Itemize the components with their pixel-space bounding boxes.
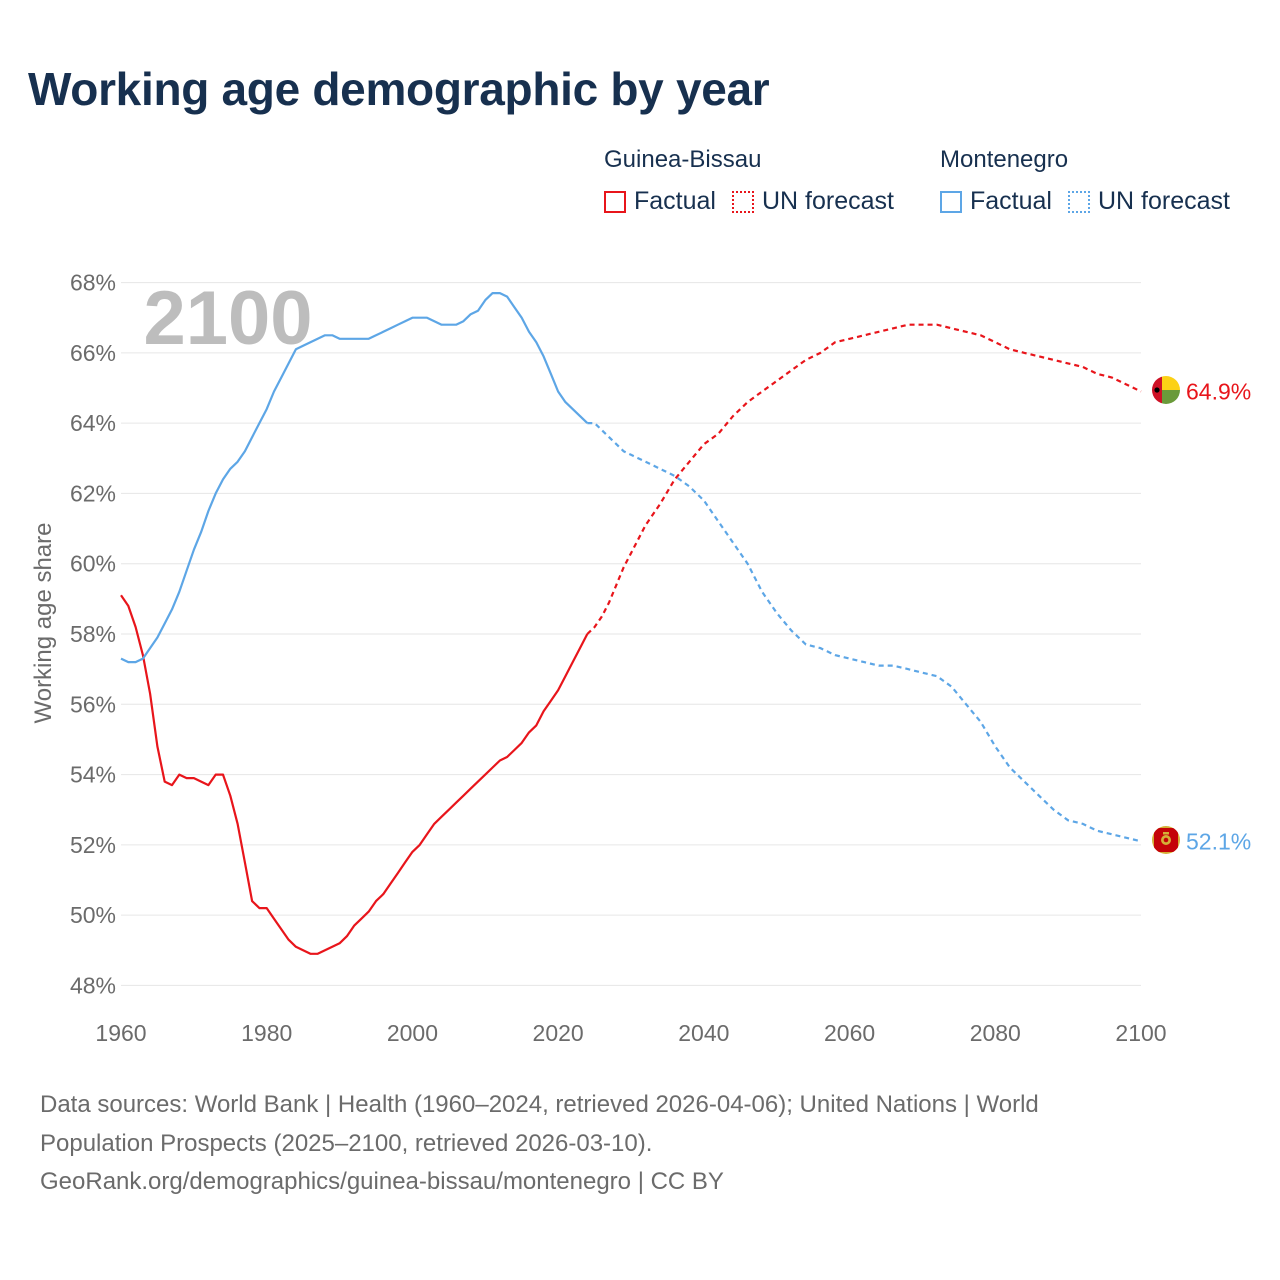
legend-forecast-label: UN forecast xyxy=(1097,187,1230,215)
chart-title: Working age demographic by year xyxy=(28,63,770,115)
montenegro-factual-line xyxy=(120,292,589,664)
grid-lines xyxy=(121,282,1141,986)
series-lines xyxy=(120,292,1142,955)
x-tick-label: 1980 xyxy=(241,1020,292,1046)
guinea-bissau-factual-line xyxy=(120,594,589,955)
legend-factual-label: Factual xyxy=(634,187,716,215)
legend-guinea-bissau: Guinea-Bissau Factual UN forecast xyxy=(604,145,910,216)
y-tick-label: 66% xyxy=(70,340,116,366)
legend-item-factual[interactable]: Factual xyxy=(940,187,1052,216)
factual-swatch-icon xyxy=(940,190,962,213)
y-tick-label: 58% xyxy=(70,621,116,647)
legend-item-forecast[interactable]: UN forecast xyxy=(731,187,894,216)
legend-country-label: Guinea-Bissau xyxy=(604,146,762,173)
year-watermark: 2100 xyxy=(143,276,312,361)
legend-item-factual[interactable]: Factual xyxy=(604,187,716,216)
x-tick-label: 2080 xyxy=(970,1020,1021,1046)
x-tick-label: 1960 xyxy=(95,1020,146,1046)
guinea-bissau-end-value-label: 64.9% xyxy=(1186,379,1251,405)
legend-country-label: Montenegro xyxy=(940,146,1069,173)
legend-montenegro: Montenegro Factual UN forecast xyxy=(940,145,1246,216)
montenegro-flag-icon xyxy=(1152,826,1180,854)
x-tick-label: 2100 xyxy=(1115,1020,1166,1046)
y-axis-ticks: 48% 50% 52% 54% 56% 58% 60% 62% 64% 66% 68% xyxy=(70,270,116,999)
y-tick-label: 64% xyxy=(70,410,116,436)
x-tick-label: 2040 xyxy=(678,1020,729,1046)
montenegro-forecast-line xyxy=(587,422,1142,843)
y-tick-label: 52% xyxy=(70,832,116,858)
end-value-labels: 64.9% 52.1% xyxy=(1186,379,1251,855)
footer-line: Data sources: World Bank | Health (1960–… xyxy=(40,1091,1039,1118)
y-tick-label: 60% xyxy=(70,551,116,577)
factual-swatch-icon xyxy=(604,190,626,213)
forecast-swatch-icon xyxy=(731,190,754,213)
y-tick-label: 54% xyxy=(70,762,116,788)
montenegro-end-value-label: 52.1% xyxy=(1186,828,1251,854)
x-axis-ticks: 1960 1980 2000 2020 2040 2060 2080 2100 xyxy=(95,1020,1166,1046)
y-tick-label: 62% xyxy=(70,480,116,506)
line-chart: 2100 48% 50% 52% 54% 56% 58% 60% 62% 64% 66% 68% 1… xyxy=(30,270,1251,1046)
guinea-bissau-flag-icon xyxy=(1152,376,1180,404)
legend-item-forecast[interactable]: UN forecast xyxy=(1067,187,1230,216)
x-tick-label: 2060 xyxy=(824,1020,875,1046)
x-tick-label: 2000 xyxy=(387,1020,438,1046)
data-source-footer: Data sources: World Bank | Health (1960–… xyxy=(40,1086,1240,1202)
legend-factual-label: Factual xyxy=(970,187,1052,215)
y-tick-label: 50% xyxy=(70,902,116,928)
forecast-swatch-icon xyxy=(1067,190,1090,213)
guinea-bissau-forecast-line xyxy=(586,323,1142,635)
y-tick-label: 68% xyxy=(70,270,116,296)
y-tick-label: 56% xyxy=(70,691,116,717)
footer-line: Population Prospects (2025–2100, retriev… xyxy=(40,1129,653,1157)
y-tick-label: 48% xyxy=(70,972,116,998)
legend-forecast-label: UN forecast xyxy=(761,187,894,215)
footer-source-link[interactable]: GeoRank.org/demographics/guinea-bissau/m… xyxy=(40,1168,724,1195)
y-axis-label: Working age share xyxy=(30,523,57,724)
x-tick-label: 2020 xyxy=(533,1020,584,1046)
